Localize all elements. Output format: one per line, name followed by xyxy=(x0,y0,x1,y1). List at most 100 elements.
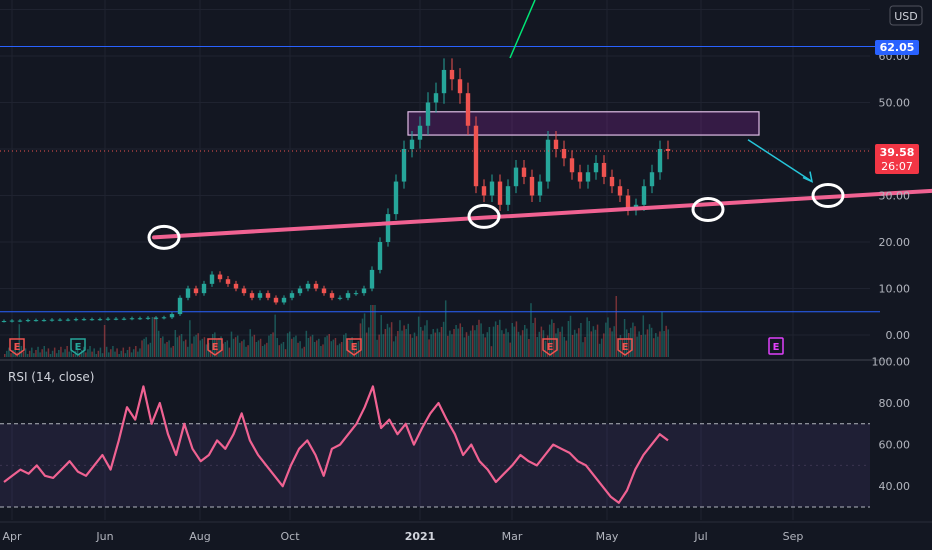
volume-bar xyxy=(197,333,199,357)
volume-bar xyxy=(365,332,368,357)
volume-bar xyxy=(155,317,158,357)
volume-bar xyxy=(64,349,66,357)
volume-bar xyxy=(659,331,661,357)
volume-bar xyxy=(268,335,270,357)
earnings-marker[interactable]: E xyxy=(207,338,223,356)
volume-bar xyxy=(324,337,326,357)
time-tick-label: May xyxy=(596,530,619,543)
volume-bar xyxy=(478,319,480,357)
candle-body xyxy=(153,317,159,319)
candle-body xyxy=(337,297,343,299)
candle-body xyxy=(233,283,239,289)
volume-bar xyxy=(430,334,432,357)
earnings-marker-label: E xyxy=(351,342,358,353)
earnings-marker[interactable]: E xyxy=(542,338,558,356)
volume-bar xyxy=(343,334,345,357)
volume-bar xyxy=(132,349,135,357)
earnings-marker[interactable]: E xyxy=(70,338,86,356)
volume-bar xyxy=(232,338,235,357)
volume-bar xyxy=(480,323,482,357)
candle-body xyxy=(449,69,455,80)
volume-bar xyxy=(24,348,27,357)
volume-bar xyxy=(611,331,613,357)
volume-bar xyxy=(137,351,139,357)
earnings-marker[interactable]: E xyxy=(9,338,25,356)
volume-bar xyxy=(509,342,511,357)
volume-bar xyxy=(301,348,303,357)
candle-body xyxy=(57,319,63,321)
time-axis[interactable]: Apr Jun Aug Oct 2021 Mar May Jul Sep xyxy=(0,521,932,543)
volume-bar xyxy=(494,321,497,357)
indicator-title[interactable]: RSI (14, close) xyxy=(8,370,94,384)
earnings-marker[interactable]: E xyxy=(617,338,633,356)
volume-bar xyxy=(91,351,93,357)
earnings-marker[interactable]: E xyxy=(768,337,784,355)
chart-drawings[interactable] xyxy=(147,0,932,250)
candle-body xyxy=(313,283,319,289)
currency-badge[interactable]: USD xyxy=(889,5,923,26)
volume-bar xyxy=(139,348,141,357)
candle-body xyxy=(185,288,191,298)
volume-bar xyxy=(378,334,380,357)
volume-bar xyxy=(151,317,154,357)
horizontal-levels[interactable] xyxy=(0,45,880,313)
volume-bar xyxy=(505,328,507,357)
high-level-value: 62.05 xyxy=(880,41,915,54)
candle-body xyxy=(553,139,559,149)
candle-body xyxy=(33,320,39,322)
volume-bar xyxy=(455,325,457,357)
volume-bar xyxy=(166,342,168,357)
candle-body xyxy=(121,318,127,320)
volume-bar xyxy=(276,338,278,357)
volume-bar xyxy=(83,346,85,357)
volume-bar xyxy=(286,333,289,357)
volume-bar xyxy=(434,332,437,357)
volume-bar xyxy=(47,348,50,357)
rsi-axis[interactable]: 40.00 60.00 80.00 100.00 xyxy=(872,355,911,493)
volume-bar xyxy=(347,340,349,357)
volume-bar xyxy=(66,346,68,357)
volume-bar xyxy=(80,350,83,357)
candle-body xyxy=(281,297,287,303)
volume-bar xyxy=(274,314,276,357)
volume-bar xyxy=(105,346,108,357)
volume-bar xyxy=(488,327,491,357)
candle-body xyxy=(105,318,111,320)
volume-bar xyxy=(62,352,64,357)
volume-bar xyxy=(4,354,6,357)
candle-body xyxy=(393,181,399,215)
price-tick-label: 10.00 xyxy=(879,283,911,296)
volume-bar xyxy=(363,313,366,357)
volume-bar xyxy=(415,336,418,357)
volume-bar xyxy=(613,326,615,357)
volume-bar xyxy=(120,350,122,357)
volume-bar xyxy=(571,335,574,357)
volume-bar xyxy=(600,338,603,357)
candle-body xyxy=(585,172,591,182)
time-tick-label: 2021 xyxy=(405,530,436,543)
volume-bar xyxy=(573,329,576,357)
volume-bar xyxy=(663,331,665,357)
volume-bar xyxy=(130,352,133,357)
earnings-marker[interactable]: E xyxy=(346,338,362,356)
rsi-tick-label: 100.00 xyxy=(872,355,911,368)
volume-bar xyxy=(253,334,256,357)
candle-body xyxy=(145,317,151,319)
volume-bar xyxy=(228,347,231,357)
volume-bar xyxy=(293,337,295,357)
volume-bar xyxy=(101,353,104,357)
candle-body xyxy=(457,79,463,94)
candle-body xyxy=(289,293,295,298)
volume-bar xyxy=(338,343,341,357)
volume-bar xyxy=(334,338,337,357)
resistance-zone[interactable] xyxy=(407,111,760,136)
volume-bar xyxy=(311,334,314,357)
volume-bar xyxy=(170,347,172,357)
candle-body xyxy=(473,125,479,187)
volume-bar xyxy=(496,325,499,357)
price-tick-label: 20.00 xyxy=(879,236,911,249)
volume-bar xyxy=(145,337,147,357)
